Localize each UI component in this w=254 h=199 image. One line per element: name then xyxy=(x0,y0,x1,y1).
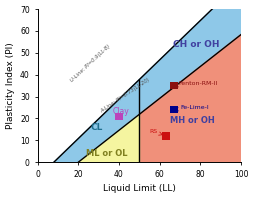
Text: CL: CL xyxy=(90,123,103,132)
Text: U-Line: PI=0.9(LL-8): U-Line: PI=0.9(LL-8) xyxy=(70,44,111,83)
Polygon shape xyxy=(139,34,241,162)
Point xyxy=(172,108,176,111)
Text: Clay: Clay xyxy=(113,107,129,116)
Polygon shape xyxy=(78,114,139,162)
Polygon shape xyxy=(139,9,241,114)
Text: A-Line: PI=0.73(LL-20): A-Line: PI=0.73(LL-20) xyxy=(99,77,151,114)
Y-axis label: Plasticity Index (PI): Plasticity Index (PI) xyxy=(6,42,14,129)
Text: Fenton-RM-II: Fenton-RM-II xyxy=(175,81,217,87)
Text: CH or OH: CH or OH xyxy=(173,40,220,49)
Polygon shape xyxy=(54,80,139,162)
X-axis label: Liquid Limit (LL): Liquid Limit (LL) xyxy=(103,184,176,193)
Text: Fe-Lime-I: Fe-Lime-I xyxy=(174,105,209,111)
Point xyxy=(172,84,176,87)
Text: ML or OL: ML or OL xyxy=(86,149,128,158)
Text: MH or OH: MH or OH xyxy=(170,116,215,125)
Point xyxy=(117,115,121,118)
Point xyxy=(164,134,168,138)
Text: RS: RS xyxy=(150,129,163,135)
